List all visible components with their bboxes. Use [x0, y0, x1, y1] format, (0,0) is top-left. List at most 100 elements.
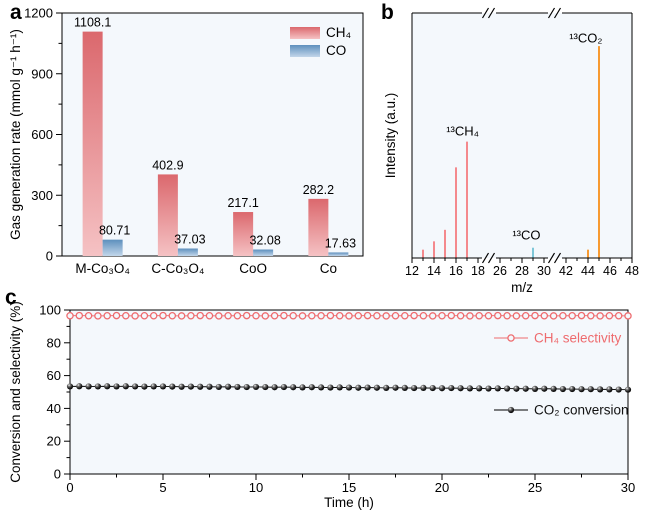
- y-tick-label: 0: [54, 467, 61, 482]
- data-point-open: [577, 311, 586, 320]
- panel-label-a: a: [10, 1, 22, 24]
- y-tick-label: 60: [47, 368, 61, 383]
- bar-value-label: 80.71: [99, 224, 130, 238]
- data-point-open: [196, 311, 204, 320]
- data-point-sphere: [252, 383, 260, 391]
- data-point-sphere: [243, 383, 250, 391]
- data-point-sphere: [513, 385, 520, 392]
- data-point-sphere: [373, 384, 380, 391]
- category-label: M-Co₃O₄: [75, 261, 130, 276]
- bar-value-label: 32.08: [249, 234, 280, 248]
- data-point-open: [456, 311, 465, 320]
- data-point-open: [363, 311, 372, 320]
- data-point-open: [559, 311, 567, 320]
- peak-annotation: ¹³CO₂: [569, 30, 602, 45]
- data-point-sphere: [624, 386, 632, 393]
- data-point-open: [447, 311, 456, 320]
- data-point-sphere: [327, 384, 334, 391]
- bar-value-label: 1108.1: [74, 16, 111, 30]
- x-tick-label: 15: [342, 480, 356, 495]
- data-point-open: [345, 312, 353, 320]
- data-point-open: [159, 311, 167, 320]
- x-tick-label: 48: [625, 264, 639, 278]
- data-point-sphere: [132, 383, 139, 390]
- category-label: C-Co₃O₄: [151, 261, 204, 276]
- x-axis-title: m/z: [511, 280, 533, 295]
- data-point-sphere: [271, 384, 278, 391]
- data-point-sphere: [187, 383, 194, 390]
- data-point-sphere: [197, 383, 204, 390]
- data-point-open: [149, 311, 158, 320]
- panel-label-c: c: [5, 286, 17, 309]
- x-tick-label: 0: [66, 480, 73, 495]
- data-point-sphere: [345, 384, 353, 391]
- legend-swatch: [290, 27, 320, 39]
- data-point-sphere: [559, 385, 567, 393]
- bar-co: [253, 249, 274, 256]
- bar-value-label: 17.63: [325, 236, 356, 250]
- data-point-open: [428, 312, 437, 320]
- data-point-open: [308, 311, 316, 320]
- data-point-open: [252, 311, 260, 320]
- data-point-sphere: [169, 383, 176, 390]
- plot-frame: [69, 309, 629, 475]
- peak-annotation: ¹³CO: [512, 228, 540, 243]
- y-tick-label: 1200: [24, 6, 53, 21]
- data-point-sphere: [438, 385, 446, 392]
- bar-co: [177, 248, 198, 256]
- x-tick-label: 25: [528, 480, 542, 495]
- data-point-open: [373, 311, 381, 320]
- data-point-sphere: [262, 383, 269, 391]
- data-point-open: [614, 311, 623, 320]
- axis-break-mark: [553, 7, 562, 19]
- data-point-sphere: [364, 384, 371, 391]
- data-point-open: [66, 311, 74, 320]
- data-point-sphere: [401, 384, 408, 391]
- data-point-sphere: [457, 385, 464, 392]
- x-tick-label: 10: [249, 480, 263, 495]
- data-point-open: [410, 311, 418, 320]
- data-point-sphere: [597, 386, 604, 393]
- peak-annotation: ¹³CH₄: [446, 124, 479, 139]
- axis-break-mark: [553, 252, 562, 264]
- data-point-open: [177, 312, 186, 320]
- data-point-open: [531, 311, 539, 320]
- data-point-open: [280, 311, 288, 320]
- data-point-sphere: [587, 386, 594, 393]
- y-tick-label: 0: [46, 249, 53, 264]
- y-tick-label: 100: [39, 303, 61, 318]
- data-point-sphere: [150, 383, 157, 390]
- data-point-sphere: [615, 386, 622, 393]
- data-point-sphere: [234, 383, 241, 391]
- bar-ch4: [308, 198, 329, 256]
- data-point-sphere: [122, 383, 129, 390]
- bar-co: [328, 252, 349, 256]
- data-point-sphere: [411, 384, 418, 392]
- data-point-open: [317, 311, 325, 320]
- data-point-sphere: [606, 386, 613, 393]
- data-point-sphere: [85, 383, 92, 390]
- data-point-sphere: [299, 384, 306, 391]
- x-tick-label: 14: [427, 264, 441, 278]
- legend-label: CO: [326, 43, 346, 58]
- data-point-open: [549, 312, 558, 320]
- y-tick-label: 600: [31, 127, 53, 142]
- data-point-sphere: [494, 385, 501, 392]
- data-point-sphere: [318, 384, 325, 391]
- x-tick-label: 5: [159, 480, 166, 495]
- data-point-sphere: [569, 385, 576, 393]
- data-point-open: [261, 312, 270, 320]
- data-point-open: [540, 311, 549, 320]
- data-point-open: [587, 311, 595, 320]
- panel-c-stability-plot: 0 20 40 60 80 100 0 5 10 15 20 25 30 Conversion and s…: [8, 301, 635, 510]
- data-point-sphere: [290, 384, 297, 391]
- data-point-open: [624, 312, 632, 320]
- bar-co: [102, 239, 123, 256]
- bar-value-label: 217.1: [227, 196, 258, 210]
- bar-ch4: [157, 174, 178, 256]
- data-point-open: [438, 311, 446, 320]
- legend-marker: [507, 406, 515, 414]
- y-tick-label: 900: [31, 66, 53, 81]
- data-point-open: [484, 311, 493, 320]
